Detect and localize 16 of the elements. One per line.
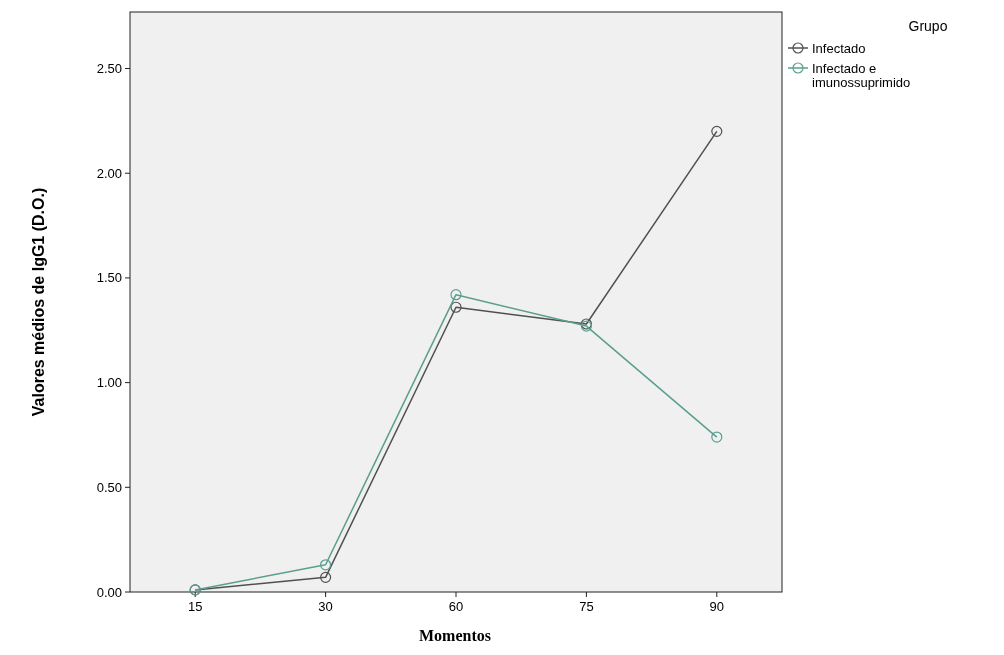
- y-tick-label: 1.00: [96, 375, 122, 391]
- legend-label: Infectado: [812, 40, 866, 56]
- x-tick-label: 90: [709, 599, 725, 614]
- x-tick-label: 75: [579, 599, 594, 614]
- legend-title: Grupo: [908, 18, 948, 35]
- y-tick-label: 2.00: [96, 165, 122, 181]
- y-tick-label: 0.50: [96, 479, 122, 495]
- y-axis-title: Valores médios de IgG1 (D.O.): [30, 187, 47, 417]
- x-tick-label: 60: [448, 599, 464, 614]
- x-tick-label: 15: [187, 599, 203, 614]
- y-tick-label: 2.50: [96, 61, 122, 77]
- legend-label: Infectado e imunossuprimido: [812, 60, 911, 90]
- x-axis-title: Momentos: [419, 627, 491, 644]
- y-tick-label: 1.50: [96, 270, 122, 286]
- x-tick-label: 30: [318, 599, 333, 614]
- y-tick-label: 0.00: [96, 584, 122, 600]
